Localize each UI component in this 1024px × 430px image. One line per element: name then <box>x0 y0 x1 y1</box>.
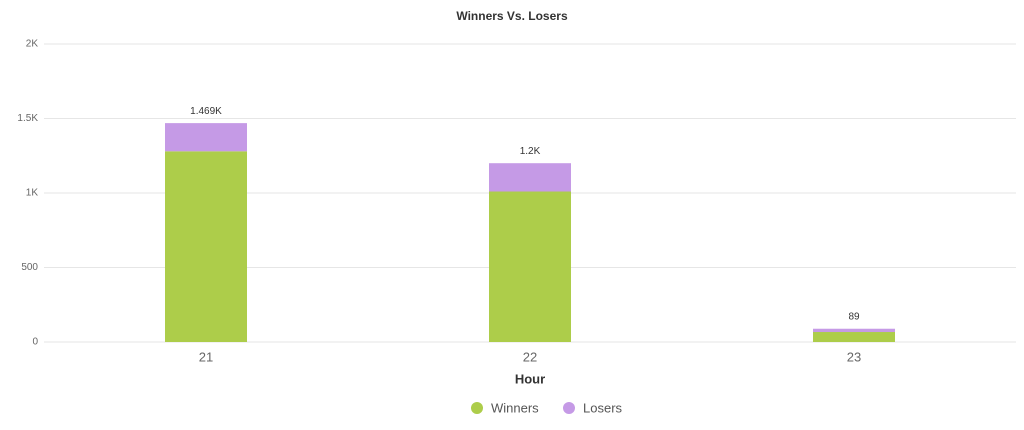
bar-segment <box>489 163 571 192</box>
x-tick-label: 21 <box>199 349 213 364</box>
bar-segment <box>813 332 895 342</box>
y-tick-label: 1K <box>26 188 39 199</box>
bar-segment <box>165 151 247 342</box>
y-tick-label: 0 <box>32 337 38 348</box>
total-label: 89 <box>848 311 860 322</box>
legend-marker[interactable] <box>563 402 575 414</box>
total-label: 1.469K <box>190 106 222 117</box>
x-axis-title: Hour <box>515 371 545 386</box>
chart-title: Winners Vs. Losers <box>456 9 568 23</box>
x-tick-label: 23 <box>847 349 861 364</box>
y-tick-label: 2K <box>26 39 39 50</box>
bar-segment <box>813 328 895 333</box>
y-tick-label: 1.5K <box>17 113 38 124</box>
legend-marker[interactable] <box>471 402 483 414</box>
bar-segment <box>165 123 247 152</box>
bar-segment <box>489 191 571 342</box>
y-tick-label: 500 <box>21 262 38 273</box>
x-tick-label: 22 <box>523 349 537 364</box>
legend-label[interactable]: Losers <box>583 400 623 415</box>
legend-label[interactable]: Winners <box>491 400 539 415</box>
total-label: 1.2K <box>520 146 541 157</box>
